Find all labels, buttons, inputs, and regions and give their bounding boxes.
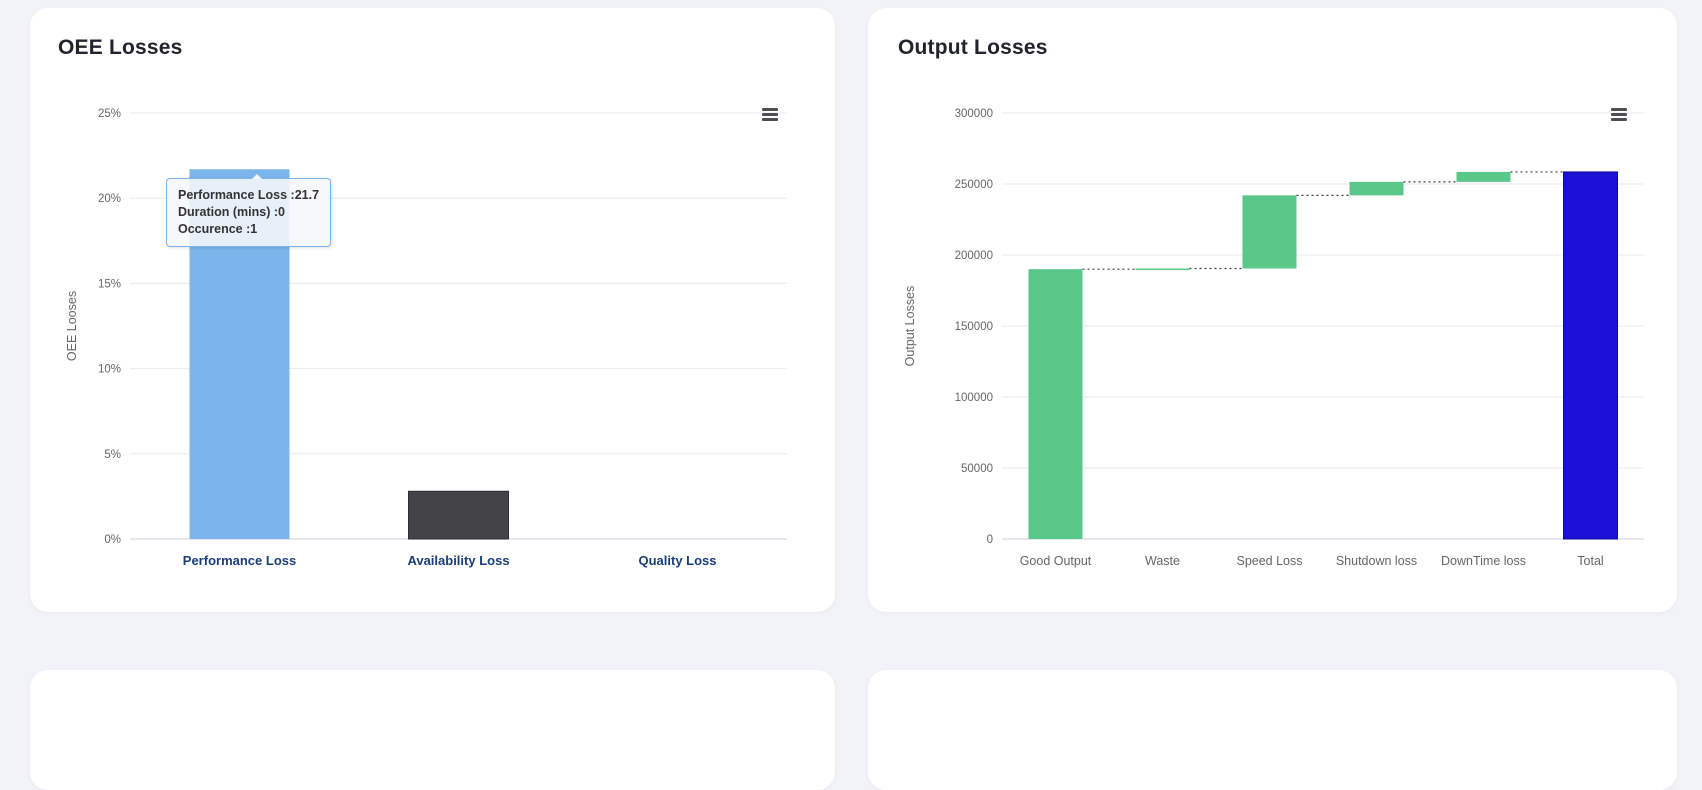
output-losses-chart[interactable]: 0 50000 100000 150000 200000 250000 300000 Outp… <box>868 78 1677 598</box>
hamburger-menu-icon <box>1611 113 1627 116</box>
y-axis-title: OEE Looses <box>65 291 79 361</box>
bar-downtime-loss[interactable] <box>1456 171 1511 182</box>
tooltip-line-occurence: Occurence :1 <box>178 222 258 236</box>
x-category-label-total: Total <box>1577 554 1603 568</box>
x-category-label-good-output: Good Output <box>1020 554 1092 568</box>
y-tick-label: 15% <box>98 278 121 290</box>
hamburger-menu-icon <box>1611 118 1627 121</box>
y-tick-label: 5% <box>104 449 121 461</box>
chart-tooltip: Performance Loss :21.7 Duration (mins) :… <box>166 172 332 247</box>
chart-title-output: Output Losses <box>898 36 1048 59</box>
y-tick-label: 300000 <box>955 108 993 120</box>
y-tick-label: 200000 <box>955 250 993 262</box>
bar-shutdown-loss[interactable] <box>1349 181 1404 196</box>
bar-good-output[interactable] <box>1028 269 1083 539</box>
y-tick-label: 10% <box>98 364 121 376</box>
hamburger-menu-icon <box>762 113 778 116</box>
x-category-label-availability-loss[interactable]: Availability Loss <box>407 553 509 568</box>
tooltip-arrow-fill <box>252 174 262 179</box>
bar-availability-loss[interactable] <box>408 490 509 540</box>
chart-context-menu-button[interactable] <box>762 108 778 121</box>
x-category-label-downtime-loss: DownTime loss <box>1441 554 1526 568</box>
oee-losses-card: OEE Losses 0% 5% 10% 15% 20% 25% OEE Looses Per… <box>30 8 835 612</box>
y-tick-label: 250000 <box>955 179 993 191</box>
bar-waste[interactable] <box>1135 268 1190 271</box>
y-tick-label: 0% <box>104 534 121 546</box>
chart-context-menu-button[interactable] <box>1611 108 1627 121</box>
x-category-label-performance-loss[interactable]: Performance Loss <box>183 553 296 568</box>
partial-card-bottom-left <box>30 670 835 790</box>
y-tick-label: 25% <box>98 108 121 120</box>
oee-losses-chart[interactable]: 0% 5% 10% 15% 20% 25% OEE Looses Performance Lo… <box>30 78 835 598</box>
x-category-label-quality-loss[interactable]: Quality Loss <box>638 553 716 568</box>
y-axis-title: Output Losses <box>903 286 917 367</box>
bar-speed-loss[interactable] <box>1242 195 1297 269</box>
x-category-label-shutdown-loss: Shutdown loss <box>1336 554 1417 568</box>
y-tick-label: 150000 <box>955 321 993 333</box>
y-tick-label: 100000 <box>955 392 993 404</box>
output-losses-card: Output Losses 0 50000 100000 150000 200000 25… <box>868 8 1677 612</box>
hamburger-menu-icon <box>762 108 778 111</box>
y-tick-label: 20% <box>98 193 121 205</box>
y-tick-label: 0 <box>987 534 993 546</box>
y-tick-label: 50000 <box>961 463 993 475</box>
bar-total[interactable] <box>1563 171 1618 540</box>
dashboard-grid: OEE Losses 0% 5% 10% 15% 20% 25% OEE Looses Per… <box>30 8 1677 790</box>
partial-card-bottom-right <box>868 670 1677 790</box>
x-category-label-waste: Waste <box>1145 554 1180 568</box>
hamburger-menu-icon <box>1611 108 1627 111</box>
hamburger-menu-icon <box>762 118 778 121</box>
tooltip-line-series: Performance Loss :21.7 <box>178 188 320 202</box>
x-category-label-speed-loss: Speed Loss <box>1236 554 1302 568</box>
tooltip-line-duration: Duration (mins) :0 <box>178 205 285 219</box>
chart-title-oee: OEE Losses <box>58 36 183 59</box>
